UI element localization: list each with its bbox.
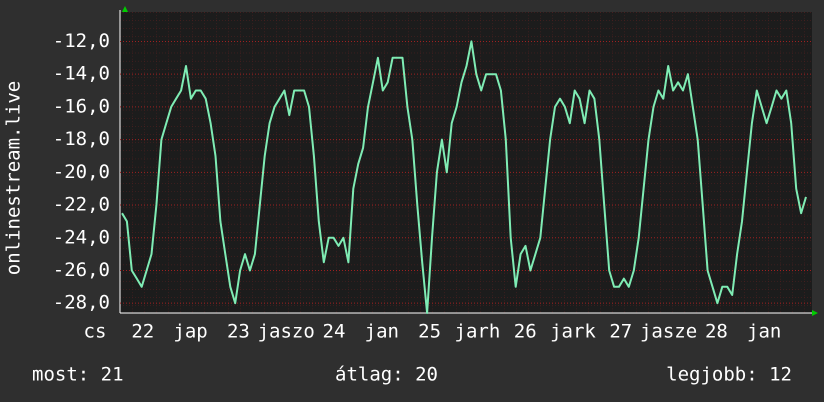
y-tick-label: -22,0 <box>53 194 110 216</box>
x-tick-label: 22 <box>131 321 154 343</box>
minor-grid <box>120 12 812 313</box>
x-arrow <box>812 310 818 316</box>
x-tick-label: jap <box>173 321 207 343</box>
y-tick-label: -28,0 <box>53 292 110 314</box>
footer-best: legjobb: 12 <box>666 364 792 386</box>
footer-average: átlag: 20 <box>335 364 438 386</box>
y-tick-label: -20,0 <box>53 161 110 183</box>
y-tick-label: -24,0 <box>53 226 110 248</box>
x-tick-label: jan <box>747 321 781 343</box>
x-tick-label: cs <box>84 321 107 343</box>
x-tick-label: 23 <box>227 321 250 343</box>
x-tick-label: jan <box>365 321 399 343</box>
y-tick-label: -26,0 <box>53 259 110 281</box>
y-tick-label: -16,0 <box>53 95 110 117</box>
x-tick-label: jaszo <box>258 321 315 343</box>
x-tick-label: 24 <box>323 321 346 343</box>
x-tick-label: 27 <box>609 321 632 343</box>
x-tick-label: 26 <box>514 321 537 343</box>
y-arrow <box>122 6 128 12</box>
x-tick-label: jarh <box>455 321 501 343</box>
y-axis-label: onlinestream.live <box>3 81 25 275</box>
y-tick-label: -18,0 <box>53 128 110 150</box>
data-line <box>121 40 807 314</box>
x-tick-label: 25 <box>418 321 441 343</box>
footer-current: most: 21 <box>32 364 124 386</box>
y-tick-label: -14,0 <box>53 63 110 85</box>
x-tick-label: jark <box>550 321 596 343</box>
y-tick-label: -12,0 <box>53 30 110 52</box>
x-tick-label: jasze <box>640 321 697 343</box>
x-tick-label: 28 <box>705 321 728 343</box>
